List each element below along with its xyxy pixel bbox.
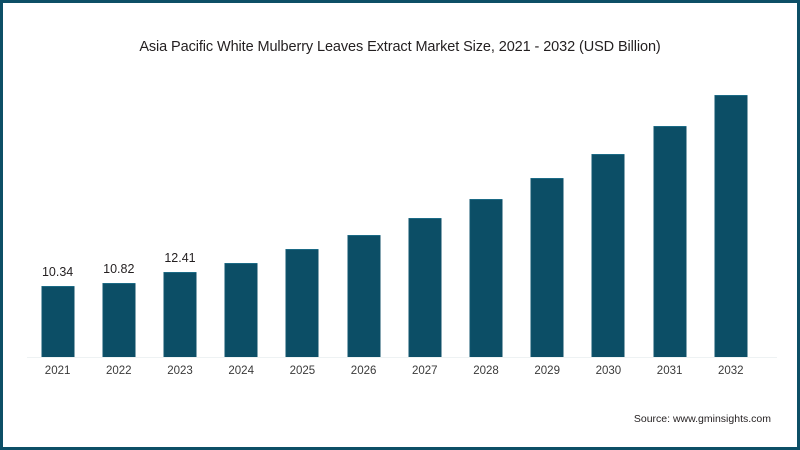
x-label-2023: 2023	[167, 365, 193, 377]
x-axis-line	[27, 357, 777, 358]
x-label-2028: 2028	[473, 365, 499, 377]
bar-2032[interactable]	[714, 95, 748, 358]
bar-2030[interactable]	[591, 154, 625, 358]
bar-value-2023: 12.41	[164, 251, 196, 265]
chart-title: Asia Pacific White Mulberry Leaves Extra…	[139, 39, 661, 55]
bar-slot-2027	[394, 73, 455, 358]
bar-2026[interactable]	[347, 235, 381, 358]
bar-2031[interactable]	[653, 126, 687, 358]
x-label-2021: 2021	[44, 365, 71, 377]
bar-slot-2021: 10.34	[27, 73, 88, 358]
x-label-2022: 2022	[105, 365, 132, 377]
bar-2023[interactable]	[163, 272, 197, 358]
x-label-2026: 2026	[350, 365, 377, 377]
bar-2022[interactable]	[102, 283, 136, 358]
bar-2029[interactable]	[530, 178, 564, 358]
bar-slot-2022: 10.82	[88, 73, 149, 358]
bar-slot-2025	[272, 73, 333, 358]
bar-slot-2030	[578, 73, 639, 358]
bar-2024[interactable]	[224, 263, 258, 358]
x-label-2031: 2031	[656, 365, 683, 377]
x-axis-labels: 2021 2022 2023 2024 2025 2026 2027 2028 …	[27, 365, 775, 385]
bar-value-2021: 10.34	[41, 265, 74, 279]
x-label-2027: 2027	[411, 365, 438, 377]
source-attribution: Source: www.gminsights.com	[633, 413, 771, 425]
bar-slot-2031	[639, 73, 700, 358]
bar-2025[interactable]	[285, 249, 319, 358]
bar-slot-2029	[517, 73, 578, 358]
x-label-2032: 2032	[717, 365, 744, 377]
x-label-2025: 2025	[289, 365, 316, 377]
bar-2027[interactable]	[408, 218, 442, 358]
bar-2028[interactable]	[469, 199, 503, 358]
bar-slot-2028	[455, 73, 516, 358]
bar-slot-2032	[700, 73, 761, 358]
x-label-2030: 2030	[595, 365, 622, 377]
bar-2021[interactable]	[41, 286, 75, 358]
plot-area: 10.34 10.82 12.41	[27, 73, 775, 358]
bar-slot-2024	[211, 73, 272, 358]
bar-value-2022: 10.82	[103, 262, 135, 276]
x-label-2024: 2024	[228, 365, 254, 377]
bar-slot-2023: 12.41	[149, 73, 210, 358]
x-label-2029: 2029	[534, 365, 560, 377]
bar-slot-2026	[333, 73, 394, 358]
